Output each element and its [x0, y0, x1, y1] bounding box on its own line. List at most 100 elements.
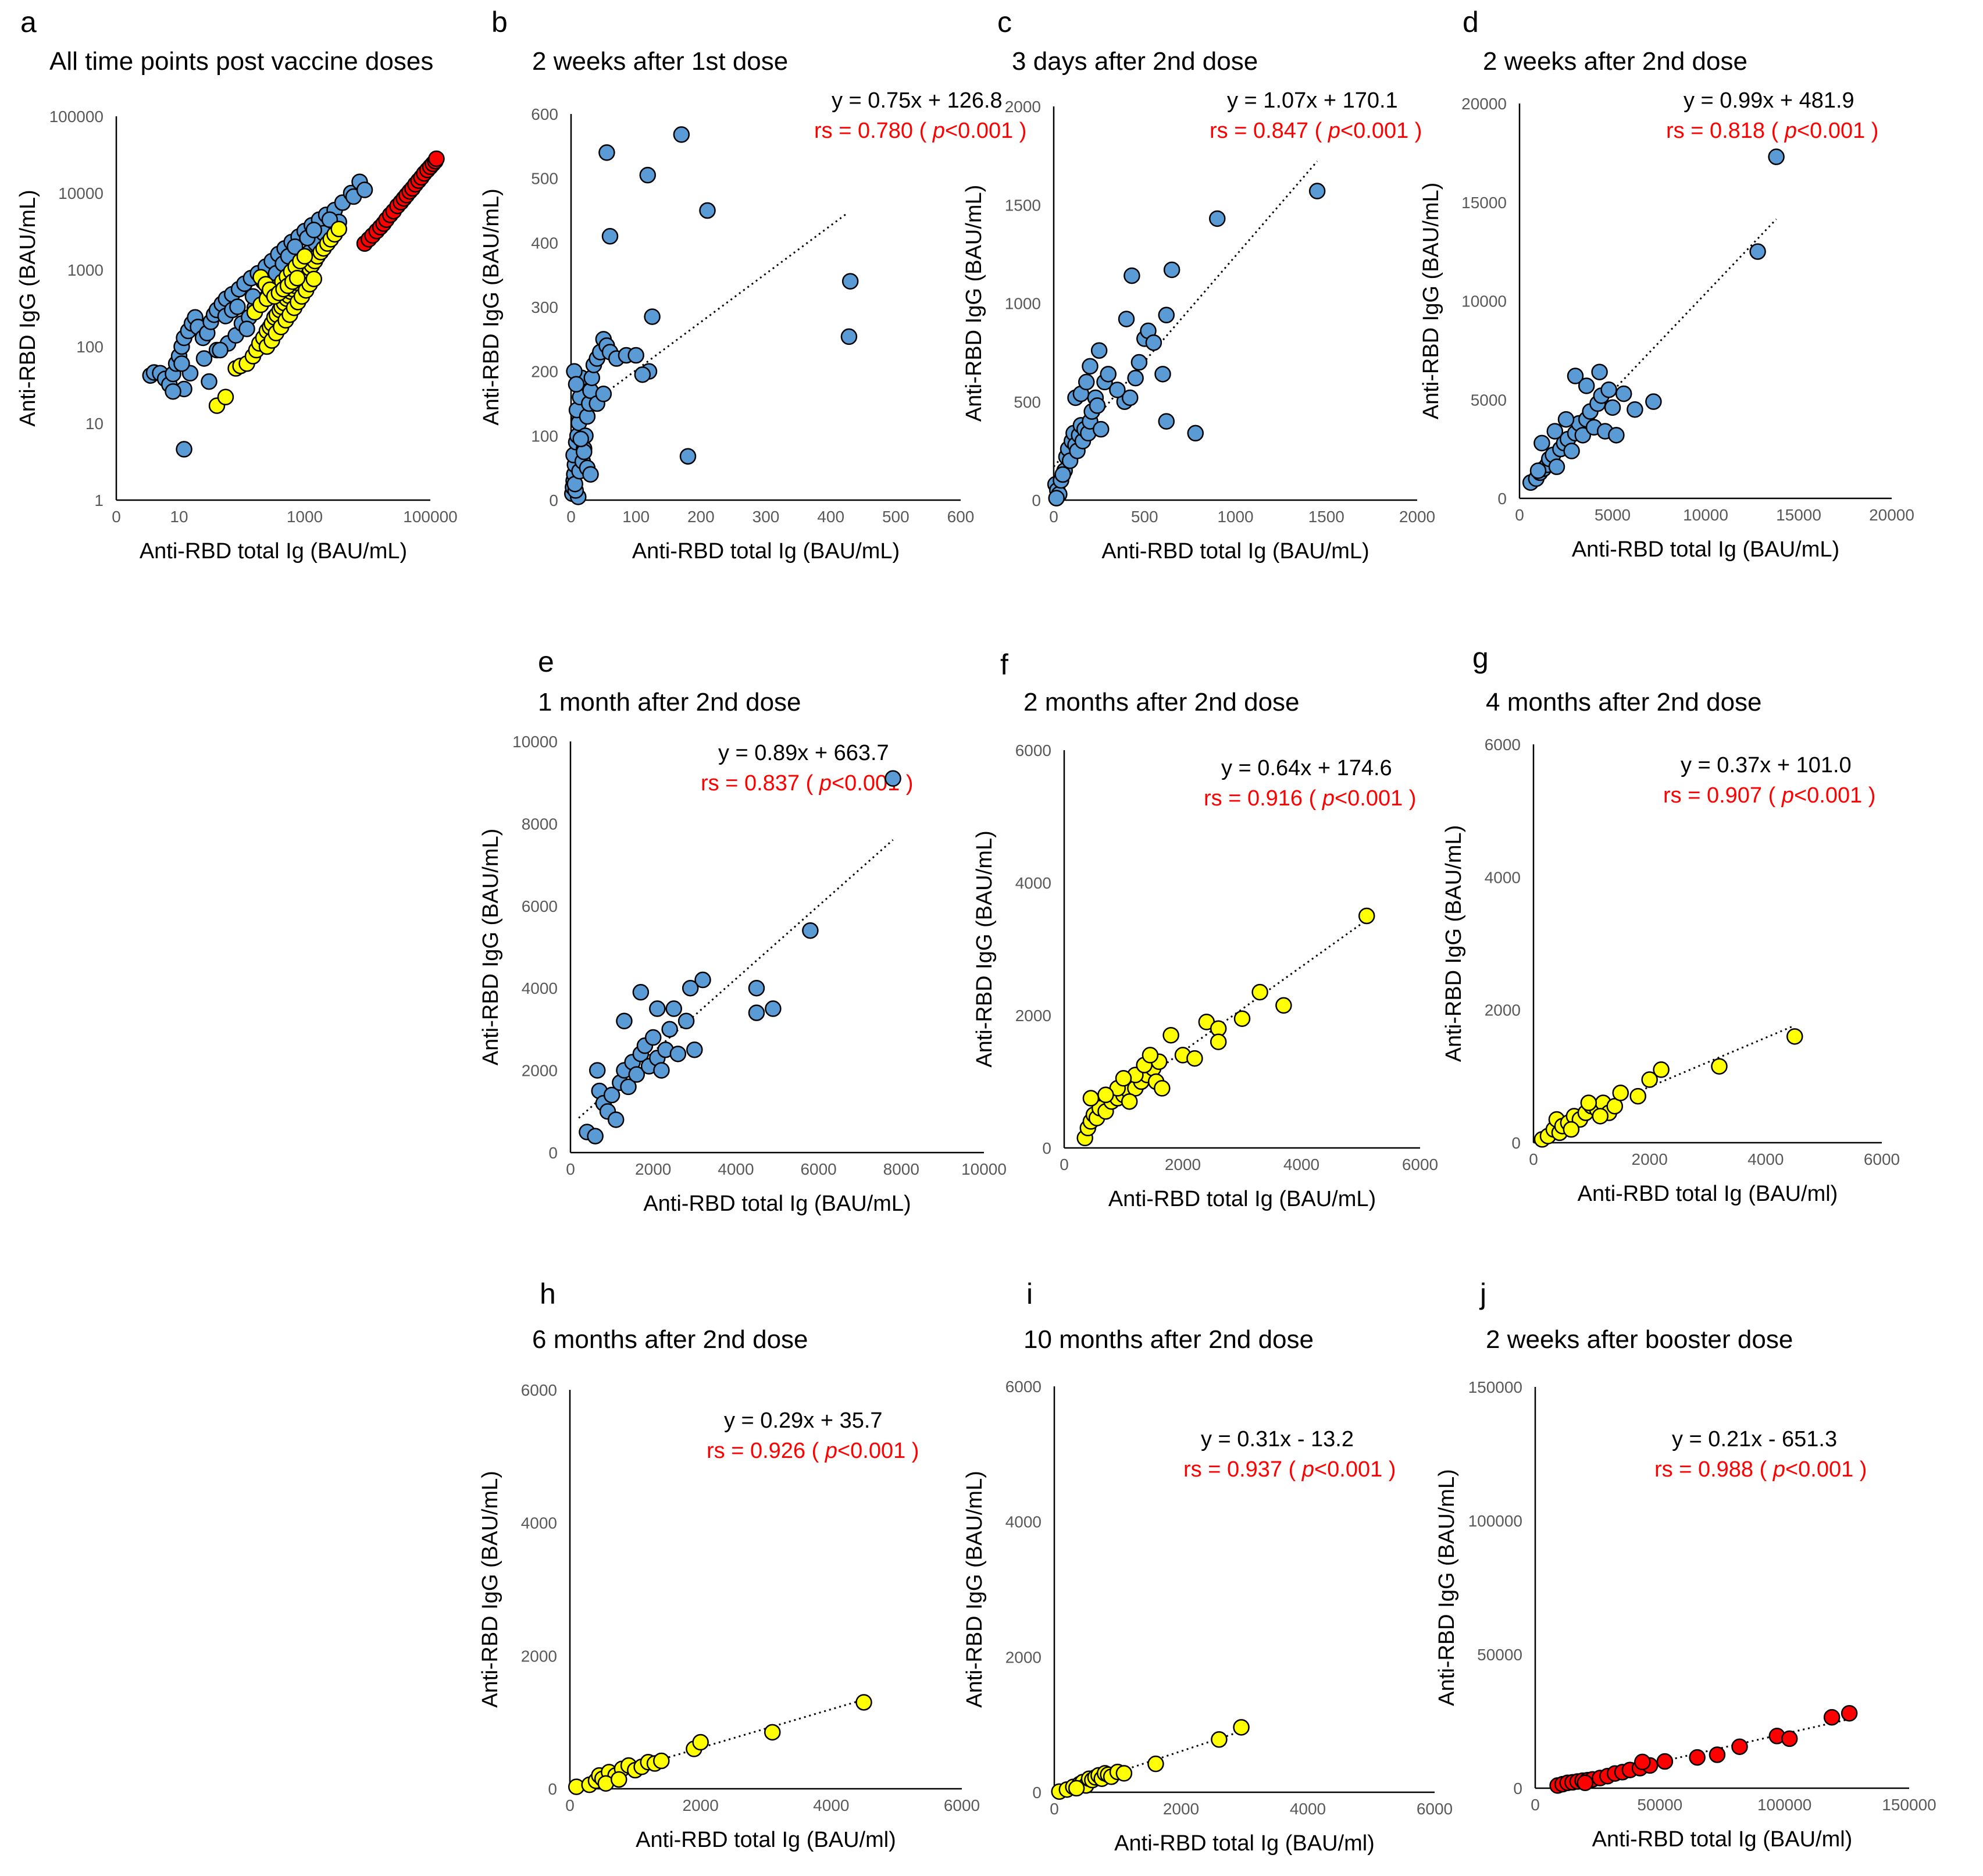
- data-point-blue: [686, 1042, 703, 1058]
- y-tick-label: 0: [1513, 1779, 1522, 1797]
- data-point-blue: [568, 376, 585, 393]
- data-point-blue: [1574, 427, 1592, 444]
- x-tick-label: 4000: [813, 1796, 849, 1814]
- y-tick-label: 100: [76, 338, 104, 356]
- x-tick-label: 100000: [403, 508, 457, 526]
- x-axis-label: Anti-RBD total Ig (BAU/mL): [1101, 539, 1369, 563]
- x-tick-label: 400: [817, 508, 844, 526]
- y-tick-label: 20000: [1461, 95, 1507, 113]
- regression-equation: y = 0.64x + 174.6: [1221, 756, 1392, 780]
- y-tick-label: 100: [531, 427, 558, 445]
- data-point-yellow: [1612, 1085, 1629, 1101]
- x-tick-label: 4000: [1747, 1150, 1784, 1168]
- data-point-blue: [884, 770, 901, 787]
- data-point-yellow: [1786, 1028, 1803, 1045]
- data-point-blue: [765, 1000, 782, 1017]
- y-tick-label: 15000: [1461, 194, 1507, 212]
- panel-title: 1 month after 2nd dose: [538, 688, 801, 716]
- data-point-red: [1634, 1753, 1651, 1771]
- panel-f: f 2 months after 2nd dose 0 2000 4000 6000 0 20…: [972, 648, 1438, 1211]
- data-point-yellow: [1082, 1090, 1100, 1107]
- data-point-blue: [1048, 490, 1065, 507]
- data-point-yellow: [1233, 1719, 1250, 1736]
- x-tick-label: 0: [1060, 1155, 1069, 1174]
- spearman-rs: rs = 0.847 ( p<0.001 ): [1210, 119, 1422, 143]
- y-axis-label: Anti-RBD IgG (BAU/mL): [1419, 183, 1443, 420]
- spearman-rs: rs = 0.907 ( p<0.001 ): [1663, 783, 1875, 808]
- data-point-blue: [1145, 334, 1162, 351]
- data-point-blue: [1154, 366, 1171, 383]
- data-point-blue: [694, 971, 711, 989]
- data-point-blue: [644, 308, 661, 325]
- data-point-red: [1781, 1730, 1798, 1747]
- data-point-yellow: [1275, 997, 1292, 1014]
- data-point-blue: [287, 238, 304, 255]
- x-tick-label: 4000: [718, 1160, 754, 1178]
- data-point-blue: [1749, 243, 1766, 260]
- x-tick-label: 4000: [1290, 1800, 1326, 1818]
- data-point-red: [1731, 1738, 1748, 1755]
- panel-letter: g: [1472, 641, 1489, 674]
- panel-letter: d: [1463, 6, 1479, 38]
- x-axis-label: Anti-RBD total Ig (BAU/mL): [632, 539, 900, 563]
- data-point-blue: [673, 126, 690, 143]
- data-point-blue: [802, 922, 819, 939]
- data-point-yellow: [1121, 1093, 1138, 1110]
- y-tick-label: 6000: [1015, 741, 1051, 759]
- data-point-blue: [1158, 413, 1175, 430]
- panel-g: g 4 months after 2nd dose 0 2000 4000 6000 0 20…: [1442, 641, 1900, 1206]
- y-tick-label: 6000: [521, 1381, 557, 1399]
- panel-letter: e: [538, 645, 554, 678]
- spearman-rs: rs = 0.926 ( p<0.001 ): [707, 1439, 919, 1463]
- panel-e: e 1 month after 2nd dose 0 2000 4000 6000 8000…: [479, 645, 1007, 1216]
- trend-line: [578, 839, 894, 1119]
- data-point-blue: [238, 320, 255, 337]
- y-tick-label: 0: [1032, 491, 1041, 509]
- y-tick-label: 10000: [1461, 293, 1507, 311]
- y-tick-label: 4000: [1015, 874, 1051, 892]
- x-tick-label: 0: [112, 508, 121, 526]
- y-axis-label: Anti-RBD IgG (BAU/mL): [479, 188, 504, 426]
- x-tick-label: 500: [882, 508, 910, 526]
- data-point-blue: [1604, 399, 1621, 416]
- x-tick-label: 1000: [1217, 508, 1253, 526]
- y-axis-label: Anti-RBD IgG (BAU/mL): [479, 829, 503, 1066]
- x-tick-label: 5000: [1595, 506, 1631, 524]
- spearman-rs: rs = 0.837 ( p<0.001 ): [701, 771, 913, 796]
- panel-h: h 6 months after 2nd dose 0 2000 4000 6000 0 20…: [478, 1278, 980, 1852]
- data-point-red: [1823, 1709, 1841, 1726]
- data-point-blue: [1615, 385, 1632, 402]
- data-point-blue: [1768, 148, 1785, 165]
- x-tick-label: 600: [947, 508, 975, 526]
- data-point-blue: [1557, 411, 1575, 428]
- panel-j: j2 weeks after booster dose 0 50000 100000 1…: [1435, 1278, 1936, 1852]
- x-axis-label: Anti-RBD total Ig (BAU/mL): [643, 1192, 911, 1216]
- panel-c: c3 days after 2nd dose 0 500 1000 1500 2000 0 5…: [962, 6, 1435, 563]
- spearman-rs: rs = 0.780 ( p<0.001 ): [814, 119, 1026, 143]
- panel-d: d2 weeks after 2nd dose 0 5000 10000 15000 20…: [1419, 6, 1914, 562]
- data-point-blue: [201, 373, 217, 390]
- y-axis-label: Anti-RBD IgG (BAU/mL): [972, 830, 997, 1068]
- x-tick-label: 0: [1531, 1796, 1540, 1814]
- data-point-yellow: [653, 1752, 670, 1770]
- data-point-yellow: [330, 220, 348, 238]
- data-point-yellow: [1142, 1047, 1159, 1064]
- x-tick-label: 15000: [1776, 506, 1821, 524]
- x-tick-label: 200: [687, 508, 715, 526]
- x-tick-label: 0: [566, 1160, 575, 1178]
- panel-letter: c: [997, 6, 1012, 38]
- x-tick-label: 150000: [1882, 1796, 1936, 1814]
- y-tick-label: 200: [531, 363, 558, 381]
- data-point-blue: [669, 1046, 687, 1062]
- y-tick-label: 2000: [1005, 1648, 1042, 1666]
- data-point-yellow: [1210, 1033, 1227, 1050]
- x-tick-label: 1000: [287, 508, 323, 526]
- data-point-yellow: [764, 1724, 781, 1741]
- y-tick-label: 600: [531, 105, 558, 123]
- panel-title: 2 months after 2nd dose: [1023, 688, 1300, 716]
- x-axis-label: Anti-RBD total Ig (BAU/ml): [1592, 1827, 1853, 1852]
- panel-title: 2 weeks after booster dose: [1486, 1325, 1793, 1354]
- x-tick-label: 4000: [1283, 1155, 1319, 1174]
- data-point-blue: [639, 166, 657, 184]
